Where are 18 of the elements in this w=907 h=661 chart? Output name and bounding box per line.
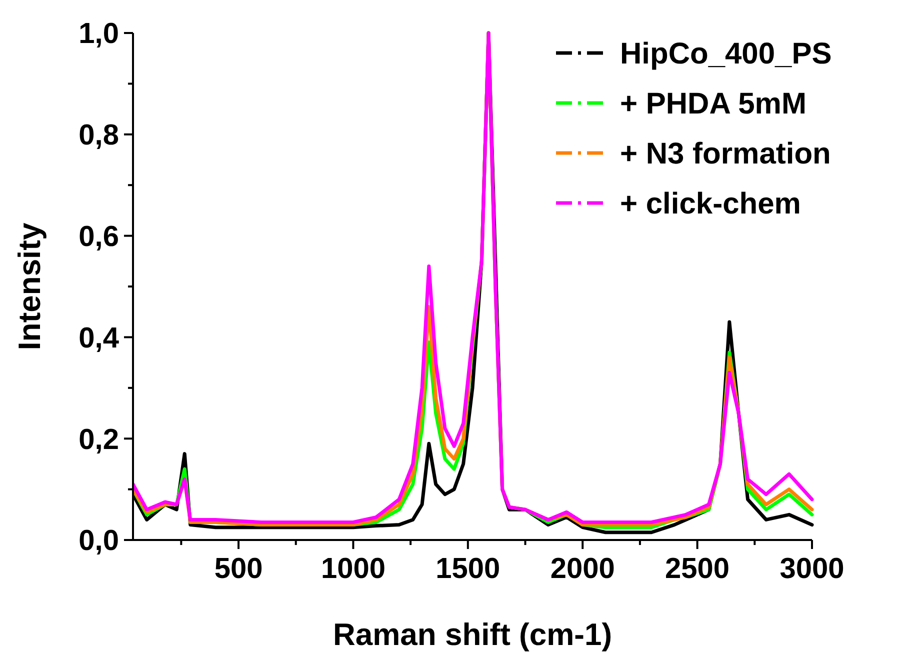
x-tick-label: 500	[214, 553, 263, 585]
y-tick-label: 0,8	[78, 120, 119, 152]
x-tick-label: 3000	[780, 553, 844, 585]
y-tick-label: 0,6	[78, 220, 119, 253]
legend-label: + click-chem	[620, 188, 801, 220]
y-tick-label: 0,0	[78, 525, 119, 558]
legend-label: + N3 formation	[620, 138, 831, 170]
y-axis-title: Intensity	[12, 222, 47, 350]
x-axis-title: Raman shift (cm-1)	[332, 617, 612, 652]
x-tick-label: 2000	[550, 553, 615, 585]
legend-label: HipCo_400_PS	[620, 38, 832, 70]
y-tick-label: 0,4	[78, 322, 119, 354]
y-tick-label: 0,2	[78, 424, 119, 456]
y-tick-label: 1,0	[78, 18, 119, 50]
x-tick-label: 1000	[320, 553, 386, 585]
x-tick-label: 2500	[665, 553, 730, 585]
legend-label: + PHDA 5mM	[620, 88, 806, 120]
x-tick-label: 1500	[436, 553, 500, 585]
